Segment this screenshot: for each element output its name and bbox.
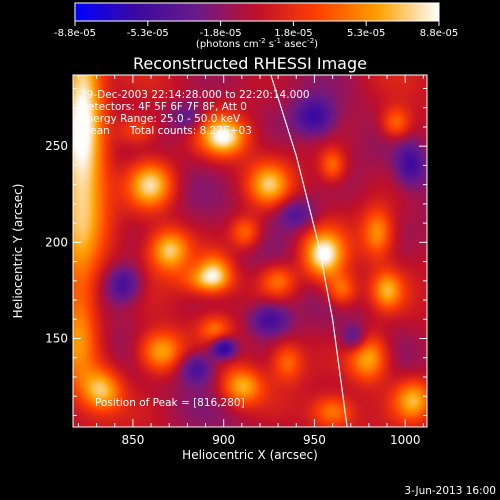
colorbar-ticks: -8.8e-05 -5.3e-05 -1.8e-05 1.8e-05 5.3e-05 8.… [54, 21, 458, 39]
x-axis-label: Heliocentric X (arcsec) [182, 448, 318, 462]
info-line-energy: Energy Range: 25.0 - 50.0 keV [80, 113, 241, 125]
x-tick-label: 950 [303, 433, 326, 447]
plot-frame [72, 74, 428, 428]
colorbar-unit: (photons cm-2 s-1 asec-2) [196, 37, 318, 50]
colorbar [74, 2, 440, 22]
colorbar-tick-label: 8.8e-05 [420, 28, 458, 39]
colorbar-tick-label: -5.3e-05 [127, 28, 169, 39]
y-tick-label: 200 [45, 235, 68, 249]
info-line-counts: Clean Total counts: 8.22E+03 [80, 125, 252, 137]
y-tick-label: 150 [45, 332, 68, 346]
x-tick-label: 1000 [390, 433, 421, 447]
solar-limb-curve [270, 75, 348, 427]
colorbar-tick-label: -8.8e-05 [54, 28, 96, 39]
colorbar-tick-label: 1.8e-05 [274, 28, 312, 39]
info-line-detectors: Detectors: 4F 5F 6F 7F 8F, Att 0 [80, 101, 247, 113]
x-tick-label: 850 [121, 433, 144, 447]
observation-info: 29-Dec-2003 22:14:28.000 to 22:20:14.000… [80, 89, 310, 137]
footer-date: 3-Jun-2013 16:00 [404, 485, 496, 497]
peak-position: Position of Peak = [816,280] [95, 397, 245, 409]
colorbar-tick-label: -1.8e-05 [200, 28, 242, 39]
colorbar-tick-label: 5.3e-05 [347, 28, 385, 39]
info-line-time: 29-Dec-2003 22:14:28.000 to 22:20:14.000 [80, 89, 310, 101]
x-tick-label: 900 [212, 433, 235, 447]
heatmap-image [73, 75, 427, 427]
axis-ticks: 850 900 950 1000 150 200 250 [45, 75, 427, 447]
y-tick-label: 250 [45, 139, 68, 153]
y-axis-label: Heliocentric Y (arcsec) [11, 184, 25, 319]
chart-title: Reconstructed RHESSI Image [133, 54, 367, 73]
